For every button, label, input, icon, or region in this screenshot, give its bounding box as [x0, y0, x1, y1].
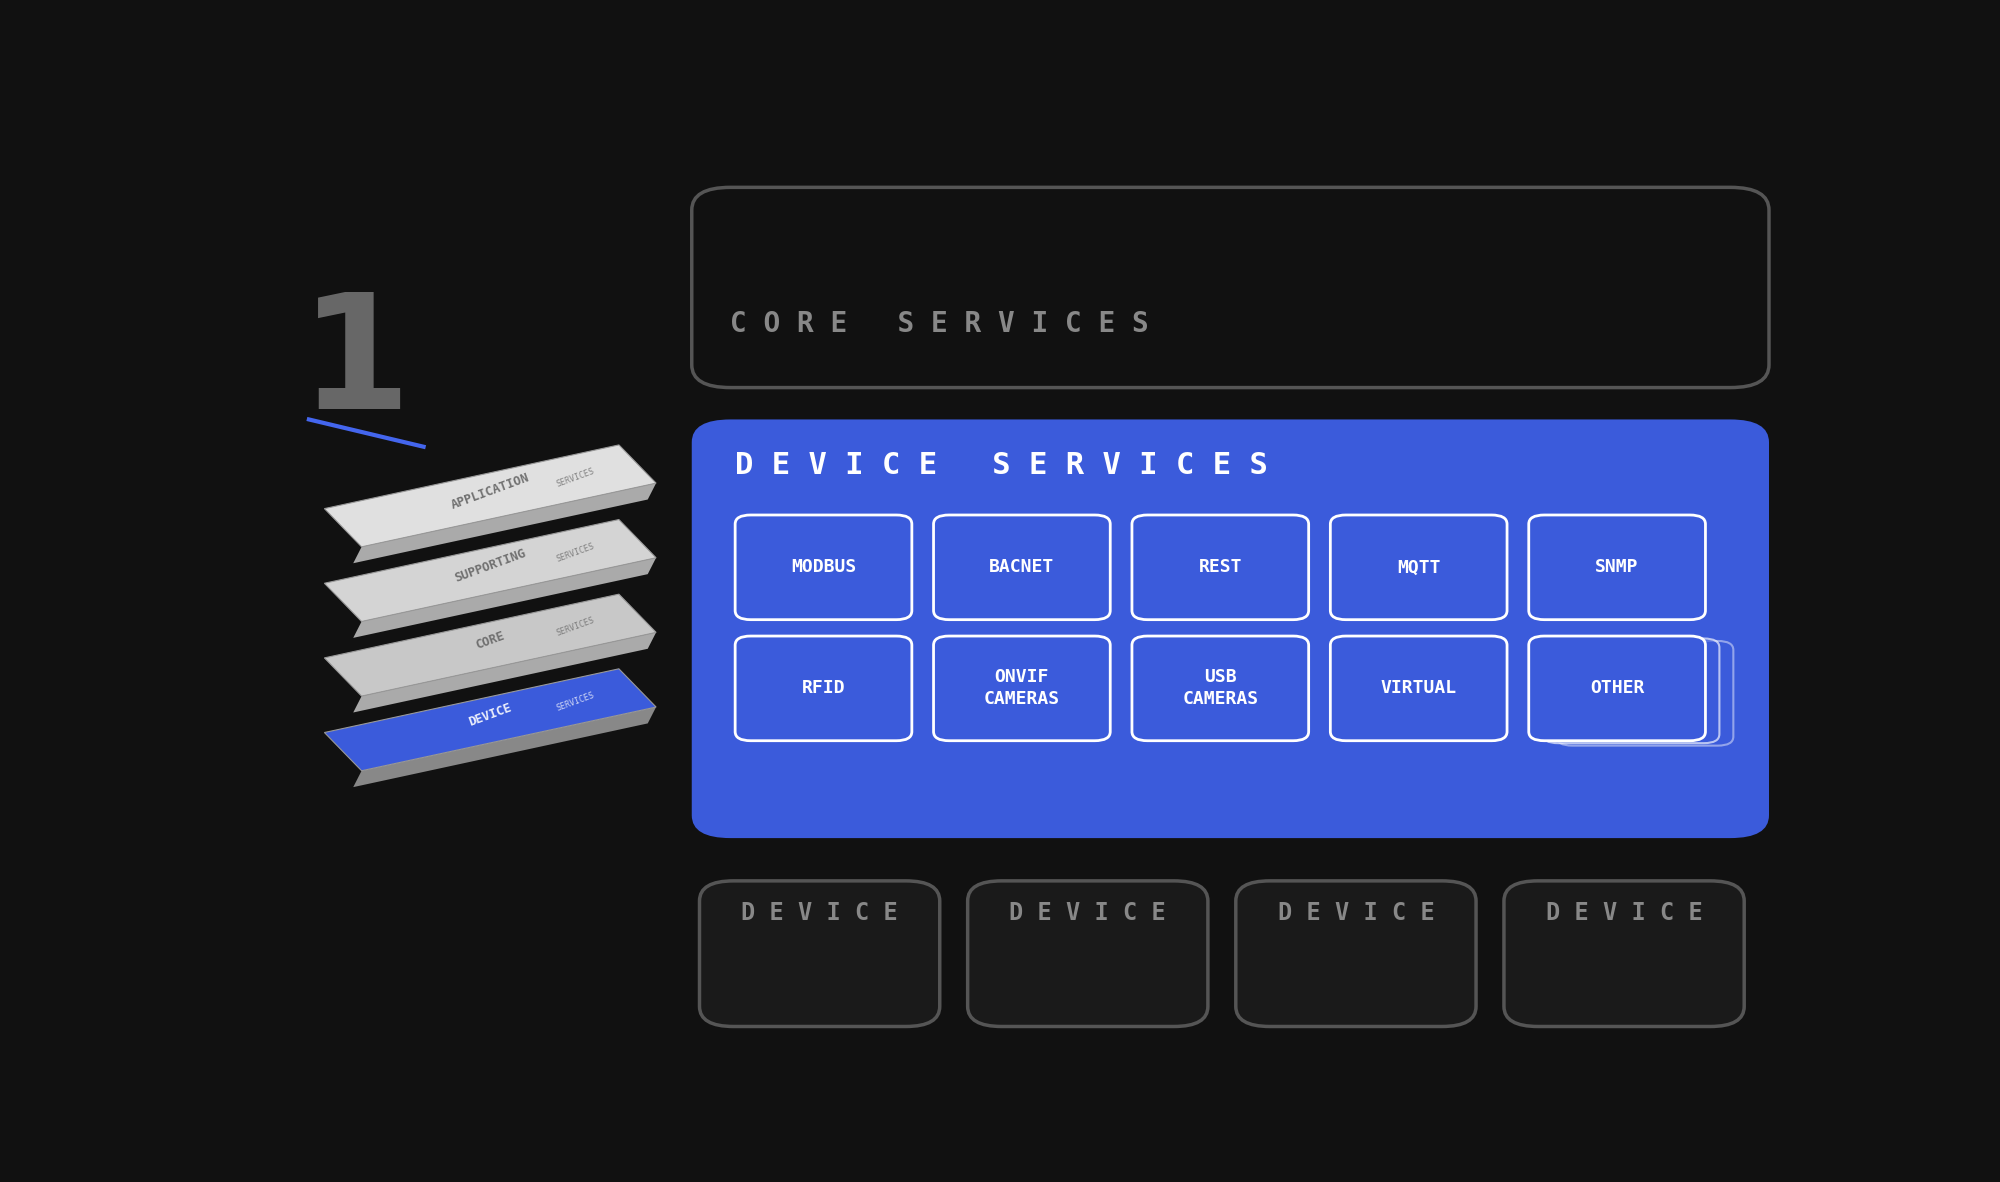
FancyBboxPatch shape: [1542, 638, 1720, 743]
FancyBboxPatch shape: [736, 515, 912, 619]
Text: SERVICES: SERVICES: [556, 690, 596, 713]
Text: D E V I C E: D E V I C E: [1278, 901, 1434, 924]
Polygon shape: [324, 444, 656, 547]
Text: OTHER: OTHER: [1590, 680, 1644, 697]
Text: SUPPORTING: SUPPORTING: [452, 547, 528, 585]
FancyBboxPatch shape: [1528, 636, 1706, 741]
Text: REST: REST: [1198, 558, 1242, 577]
Text: MQTT: MQTT: [1396, 558, 1440, 577]
Text: USB
CAMERAS: USB CAMERAS: [1182, 668, 1258, 708]
FancyBboxPatch shape: [934, 515, 1110, 619]
Polygon shape: [324, 595, 656, 696]
Text: C O R E   S E R V I C E S: C O R E S E R V I C E S: [730, 310, 1150, 338]
Polygon shape: [324, 520, 656, 622]
Text: D E V I C E: D E V I C E: [742, 901, 898, 924]
Text: RFID: RFID: [802, 680, 846, 697]
Text: SERVICES: SERVICES: [556, 467, 596, 489]
FancyBboxPatch shape: [1132, 515, 1308, 619]
FancyBboxPatch shape: [1556, 641, 1734, 746]
FancyBboxPatch shape: [1504, 881, 1744, 1026]
Text: VIRTUAL: VIRTUAL: [1380, 680, 1456, 697]
FancyBboxPatch shape: [1528, 515, 1706, 619]
Polygon shape: [324, 669, 656, 771]
Text: SNMP: SNMP: [1596, 558, 1638, 577]
Text: MODBUS: MODBUS: [790, 558, 856, 577]
Text: DEVICE: DEVICE: [466, 701, 514, 729]
Text: 1: 1: [300, 287, 410, 442]
FancyBboxPatch shape: [700, 881, 940, 1026]
Polygon shape: [354, 632, 656, 713]
FancyBboxPatch shape: [1236, 881, 1476, 1026]
Text: D E V I C E: D E V I C E: [1010, 901, 1166, 924]
Polygon shape: [354, 483, 656, 564]
FancyBboxPatch shape: [736, 636, 912, 741]
Text: BACNET: BACNET: [990, 558, 1054, 577]
Text: APPLICATION: APPLICATION: [450, 470, 532, 512]
Polygon shape: [354, 558, 656, 638]
FancyBboxPatch shape: [1132, 636, 1308, 741]
Text: SERVICES: SERVICES: [556, 616, 596, 638]
FancyBboxPatch shape: [1330, 636, 1508, 741]
FancyBboxPatch shape: [1330, 515, 1508, 619]
FancyBboxPatch shape: [934, 636, 1110, 741]
Polygon shape: [354, 707, 656, 787]
FancyBboxPatch shape: [692, 420, 1770, 838]
Text: CORE: CORE: [474, 629, 506, 652]
Text: SERVICES: SERVICES: [556, 541, 596, 564]
Text: ONVIF
CAMERAS: ONVIF CAMERAS: [984, 668, 1060, 708]
FancyBboxPatch shape: [692, 187, 1770, 388]
Text: D E V I C E: D E V I C E: [1546, 901, 1702, 924]
FancyBboxPatch shape: [968, 881, 1208, 1026]
Text: D E V I C E   S E R V I C E S: D E V I C E S E R V I C E S: [736, 452, 1268, 480]
